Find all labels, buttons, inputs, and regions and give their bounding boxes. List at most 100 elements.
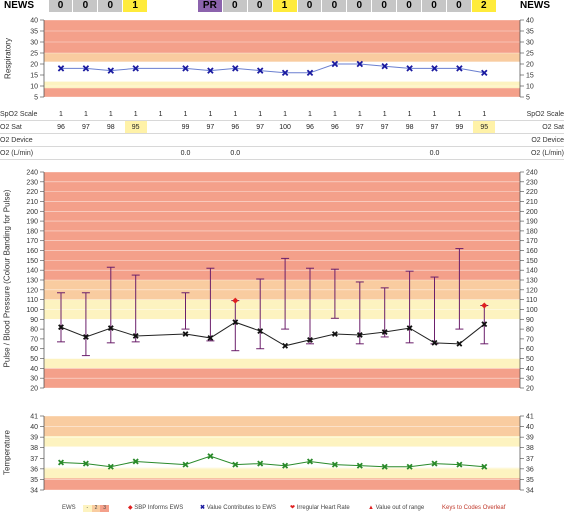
- o2-row-label-right: SpO2 Scale: [526, 111, 564, 118]
- o2-table-cell: 1: [158, 111, 163, 118]
- o2-table-row: O2 (L/min) O2 (L/min) 0.0 0.0 0.0: [0, 147, 564, 160]
- o2-table-cell: 97: [355, 124, 364, 131]
- legend-contributes-text: Value Contributes to EWS: [206, 505, 276, 511]
- o2-row-label: SpO2 Scale: [0, 111, 38, 118]
- temp-point: [107, 463, 114, 470]
- resp-tick-label-right: 30: [526, 40, 534, 47]
- temp-point: [182, 461, 189, 468]
- o2-observation-table: SpO2 Scale SpO2 Scale 1 1 1 1 1 1 1 1 1 1 1 1 1 1 1 1 1 1 O2…: [0, 108, 564, 160]
- heart-icon: ❤: [290, 505, 296, 511]
- o2-table-cell: 1: [457, 111, 462, 118]
- legend-contributes-item: ✖ Value Contributes to EWS: [200, 503, 276, 514]
- bp-tick-label-left: 60: [30, 346, 38, 353]
- news-score-cell: 0: [347, 0, 373, 12]
- o2-row-label: O2 Sat: [0, 124, 22, 131]
- o2-row-label-right: O2 (L/min): [530, 150, 564, 157]
- o2-table-cell: 95: [124, 121, 147, 134]
- bp-tick-label-right: 80: [526, 327, 534, 334]
- news-score-cell: 0: [222, 0, 248, 12]
- o2-table-cell: 97: [430, 124, 439, 131]
- pulse-point: [207, 334, 214, 341]
- bp-tick-label-right: 110: [526, 297, 537, 304]
- legend-sbp-text: SBP Informs EWS: [134, 505, 184, 511]
- o2-table-cell: 99: [455, 124, 464, 131]
- o2-table-row: O2 Device O2 Device: [0, 134, 564, 147]
- o2-table-cell: 1: [108, 111, 113, 118]
- temperature-axis-title: Temperature: [2, 430, 12, 475]
- news-score-cell: 0: [446, 0, 472, 12]
- legend-key-2: 2: [91, 505, 101, 512]
- pulse-point: [232, 319, 239, 326]
- bp-tick-label-right: 150: [526, 258, 538, 265]
- pulse-point: [282, 342, 289, 349]
- resp-point: [381, 62, 388, 70]
- bp-tick-label-left: 40: [30, 366, 38, 373]
- o2-table-row: SpO2 Scale SpO2 Scale 1 1 1 1 1 1 1 1 1 1 1 1 1 1 1 1 1 1: [0, 108, 564, 121]
- bp-tick-label-left: 200: [26, 209, 38, 216]
- legend-irregular-item: ❤ Irregular Heart Rate: [290, 503, 350, 514]
- bp-sbp-informs-marker: [481, 302, 488, 309]
- o2-table-cell: 97: [380, 124, 389, 131]
- bp-tick-label-left: 160: [26, 248, 38, 255]
- temp-point: [232, 461, 239, 468]
- resp-band: [44, 88, 520, 97]
- legend-sbp-item: ◆ SBP Informs EWS: [128, 503, 183, 514]
- temp-tick-label-left: 37: [30, 456, 38, 463]
- resp-tick-label-right: 10: [526, 84, 534, 91]
- temp-tick-label-left: 34: [30, 488, 38, 495]
- o2-row-divider: [0, 133, 564, 134]
- o2-table-cell: 1: [308, 111, 312, 118]
- o2-table-cell: 1: [482, 111, 487, 118]
- pulse-point: [381, 329, 388, 335]
- pulse-point: [182, 331, 189, 337]
- temp-point: [481, 463, 488, 470]
- pulse-point: [481, 321, 488, 328]
- temp-point: [356, 462, 363, 469]
- news-score-cell: 0: [322, 0, 348, 12]
- o2-table-cell: 96: [57, 124, 65, 131]
- resp-tick-label-left: 5: [34, 95, 38, 102]
- resp-tick-label-left: 35: [30, 29, 38, 36]
- bp-tick-label-right: 170: [526, 238, 538, 245]
- bp-tick-label-left: 190: [26, 219, 38, 226]
- pulse-point: [82, 334, 89, 340]
- resp-tick-label-left: 20: [30, 62, 38, 69]
- resp-tick-label-right: 20: [526, 62, 534, 69]
- news-score-cell: 0: [422, 0, 447, 12]
- o2-table-cell: 1: [59, 111, 63, 118]
- bp-tick-label-left: 110: [27, 297, 38, 304]
- resp-point: [406, 65, 413, 72]
- legend-out-of-range-text: Value out of range: [375, 505, 425, 511]
- bp-tick-label-left: 130: [26, 278, 38, 285]
- temp-tick-label-left: 40: [30, 424, 38, 431]
- bp-band: [44, 172, 520, 280]
- pulse-point: [406, 325, 413, 332]
- bp-tick-label-right: 190: [526, 219, 538, 226]
- o2-row-divider: [0, 159, 564, 160]
- bp-tick-label-right: 90: [526, 317, 534, 324]
- o2-table-cell: 98: [405, 124, 414, 131]
- bp-tick-label-right: 140: [526, 268, 538, 275]
- o2-table-cell: 1: [283, 111, 288, 118]
- bp-tick-label-right: 220: [526, 189, 538, 196]
- resp-point: [182, 65, 189, 72]
- o2-table-cell: 0.0: [230, 150, 241, 157]
- news-score-cell: 0: [397, 0, 423, 12]
- o2-table-cell: 1: [407, 111, 412, 118]
- bp-band: [44, 358, 520, 369]
- temp-tick-label-right: 40: [526, 424, 534, 431]
- resp-point: [281, 69, 289, 77]
- bp-tick-label-right: 70: [526, 336, 534, 343]
- temp-point: [82, 460, 89, 467]
- bp-tick-label-right: 120: [526, 287, 538, 294]
- temp-tick-label-left: 38: [30, 445, 38, 452]
- bp-tick-label-right: 20: [526, 386, 534, 393]
- legend-key-3: 3: [100, 505, 110, 512]
- temp-point: [132, 458, 139, 465]
- resp-point: [207, 67, 214, 74]
- keys-to-codes-link[interactable]: Keys to Codes Overleaf: [442, 505, 506, 511]
- bp-tick-label-right: 210: [526, 199, 538, 206]
- bp-tick-label-left: 170: [26, 238, 38, 245]
- pulse-bp-chart: 240 240 230 230 220 220 210 210 200 200 190 190 180 1…: [26, 170, 538, 393]
- news-score-cell: 1: [123, 0, 149, 12]
